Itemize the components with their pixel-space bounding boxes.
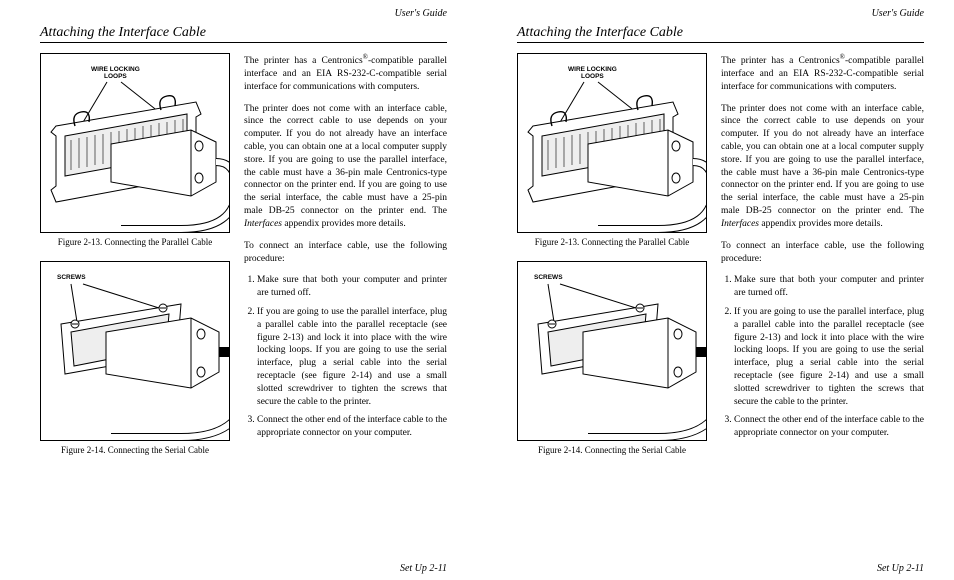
procedure-list: Make sure that both your computer and pr… [244, 274, 447, 440]
figure-2-caption: Figure 2-14. Connecting the Serial Cable [40, 445, 230, 455]
para-2: The printer does not come with an interf… [244, 103, 447, 231]
serial-cable-illustration [41, 262, 230, 441]
step-1: Make sure that both your computer and pr… [257, 274, 447, 300]
text-column: The printer has a Centronics®-compatible… [721, 53, 924, 469]
para-3: To connect an interface cable, use the f… [244, 240, 447, 266]
procedure-list: Make sure that both your computer and pr… [721, 274, 924, 440]
figure-1-caption: Figure 2-13. Connecting the Parallel Cab… [40, 237, 230, 247]
step-2: If you are going to use the parallel int… [257, 306, 447, 409]
content-row: WIRE LOCKING LOOPS [40, 53, 447, 469]
page-header: User's Guide [517, 8, 924, 19]
figures-column: WIRE LOCKING LOOPS [517, 53, 707, 469]
page-left: User's Guide Attaching the Interface Cab… [0, 0, 477, 580]
figures-column: WIRE LOCKING LOOPS [40, 53, 230, 469]
para-1: The printer has a Centronics®-compatible… [244, 53, 447, 94]
figure-1-box: WIRE LOCKING LOOPS [40, 53, 230, 233]
text-column: The printer has a Centronics®-compatible… [244, 53, 447, 469]
step-2: If you are going to use the parallel int… [734, 306, 924, 409]
screws-label: SCREWS [57, 274, 86, 281]
step-1: Make sure that both your computer and pr… [734, 274, 924, 300]
wire-locking-label: WIRE LOCKING LOOPS [91, 66, 140, 80]
wire-locking-label: WIRE LOCKING LOOPS [568, 66, 617, 80]
step-3: Connect the other end of the interface c… [257, 414, 447, 440]
figure-2-box: SCREWS [40, 261, 230, 441]
figure-1-box: WIRE LOCKING LOOPS [517, 53, 707, 233]
parallel-cable-illustration [518, 54, 707, 233]
page-footer: Set Up 2-11 [400, 563, 447, 574]
figure-2-caption: Figure 2-14. Connecting the Serial Cable [517, 445, 707, 455]
page-right: User's Guide Attaching the Interface Cab… [477, 0, 954, 580]
screws-label: SCREWS [534, 274, 563, 281]
step-3: Connect the other end of the interface c… [734, 414, 924, 440]
section-title: Attaching the Interface Cable [40, 25, 447, 43]
figure-1-caption: Figure 2-13. Connecting the Parallel Cab… [517, 237, 707, 247]
content-row: WIRE LOCKING LOOPS [517, 53, 924, 469]
para-3: To connect an interface cable, use the f… [721, 240, 924, 266]
page-header: User's Guide [40, 8, 447, 19]
page-footer: Set Up 2-11 [877, 563, 924, 574]
parallel-cable-illustration [41, 54, 230, 233]
section-title: Attaching the Interface Cable [517, 25, 924, 43]
figure-2-box: SCREWS [517, 261, 707, 441]
serial-cable-illustration [518, 262, 707, 441]
para-2: The printer does not come with an interf… [721, 103, 924, 231]
para-1: The printer has a Centronics®-compatible… [721, 53, 924, 94]
